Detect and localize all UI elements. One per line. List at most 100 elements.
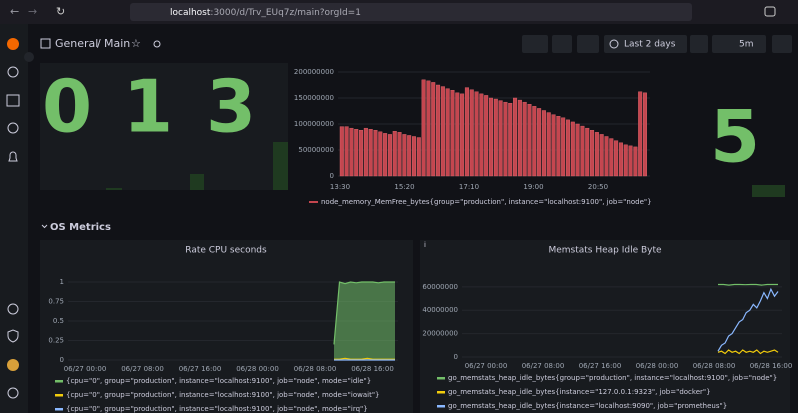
x-tick-label: 06/27 08:00 (522, 362, 565, 370)
bar (427, 81, 431, 176)
bar (436, 85, 440, 176)
grafana-logo[interactable] (7, 38, 19, 50)
y-tick-label: 0 (454, 353, 458, 361)
stat-sparkline (106, 188, 122, 190)
tv-mode-button[interactable] (772, 35, 792, 53)
series-area (334, 282, 395, 360)
x-tick-label: 15:20 (394, 183, 414, 191)
bar (566, 120, 570, 176)
bar (398, 132, 402, 176)
y-tick-label: 20000000 (422, 330, 458, 338)
bar (374, 130, 378, 176)
y-tick-label: 0.25 (48, 337, 64, 345)
bar (422, 80, 426, 176)
bar (643, 93, 647, 176)
star-button[interactable]: ☆ (131, 37, 141, 50)
bar (513, 98, 517, 176)
legend-entry: {cpu="0", group="production", instance="… (66, 391, 380, 399)
bar (407, 135, 411, 176)
bar (499, 101, 503, 176)
x-tick-label: 17:10 (459, 183, 479, 191)
y-tick-label: 150000000 (294, 94, 334, 102)
user-avatar[interactable] (7, 359, 19, 371)
breadcrumb-separator: / (97, 37, 101, 50)
bar (446, 89, 450, 176)
bar (451, 90, 455, 176)
bar (369, 129, 373, 176)
bar (480, 94, 484, 176)
stat-sparkline (273, 142, 288, 190)
bar (354, 129, 358, 176)
legend-marker (309, 201, 318, 203)
bar (340, 127, 344, 176)
x-tick-label: 13:30 (330, 183, 350, 191)
bar (561, 118, 565, 176)
stat-value: 5 (710, 95, 760, 179)
share-button[interactable] (154, 41, 160, 47)
x-tick-label: 06/27 00:00 (465, 362, 508, 370)
bar (533, 106, 537, 176)
bar (441, 87, 445, 176)
bar (605, 136, 609, 176)
x-tick-label: 06/28 00:00 (236, 365, 279, 373)
bar (350, 128, 354, 176)
bar (431, 82, 435, 176)
x-tick-label: 20:50 (588, 183, 608, 191)
bar (456, 93, 460, 176)
bar (552, 115, 556, 176)
panel-info-icon[interactable]: i (424, 241, 426, 249)
y-tick-label: 60000000 (422, 283, 458, 291)
save-button[interactable] (552, 35, 572, 53)
panel-title: Memstats Heap Idle Byte (548, 246, 662, 256)
dashboard-icon (41, 39, 50, 48)
bar (571, 122, 575, 176)
bar (403, 134, 407, 176)
bar (619, 143, 623, 176)
add-panel-button[interactable] (522, 35, 548, 53)
folder-link[interactable]: General (55, 37, 98, 50)
x-tick-label: 06/27 16:00 (179, 365, 222, 373)
legend-entry: go_memstats_heap_idle_bytes{instance="12… (448, 388, 711, 396)
y-tick-label: 0.5 (53, 317, 64, 325)
legend-entry: node_memory_MemFree_bytes{group="product… (321, 198, 652, 206)
legend-entry: {cpu="0", group="production", instance="… (66, 405, 368, 413)
bar (475, 92, 479, 176)
zoom-out-button[interactable] (690, 35, 708, 53)
bar (576, 124, 580, 176)
bar (537, 108, 541, 176)
legend-marker (55, 408, 63, 411)
bar (359, 130, 363, 176)
legend-marker (437, 391, 445, 394)
dashboard-title[interactable]: Main (104, 37, 130, 50)
bar (600, 134, 604, 176)
bar (634, 147, 638, 176)
stat-value: 3 (206, 65, 256, 149)
row-title[interactable]: OS Metrics (50, 222, 111, 233)
back-button[interactable]: ← (10, 5, 19, 18)
bar (614, 141, 618, 176)
bar (610, 139, 614, 176)
url-rest: :3000/d/Trv_EUq7z/main?orgId=1 (210, 8, 361, 18)
bar (379, 132, 383, 176)
settings-button[interactable] (577, 35, 599, 53)
y-tick-label: 0 (60, 356, 64, 364)
forward-button[interactable]: → (28, 5, 37, 18)
panel-title: Rate CPU seconds (185, 246, 267, 256)
x-tick-label: 06/28 08:00 (294, 365, 337, 373)
bar (638, 92, 642, 176)
legend-marker (55, 380, 63, 383)
bar (345, 127, 349, 176)
row-chevron[interactable] (42, 225, 47, 228)
y-tick-label: 0.75 (48, 298, 64, 306)
bar (523, 102, 527, 176)
stat-sparkline (752, 185, 785, 197)
series-line (718, 285, 778, 286)
y-tick-label: 100000000 (294, 120, 334, 128)
bar (542, 110, 546, 176)
reload-button[interactable]: ↻ (56, 5, 65, 18)
bar (508, 103, 512, 176)
bar (465, 88, 469, 176)
sidebar-toggle[interactable] (24, 52, 34, 62)
x-tick-label: 06/28 08:00 (693, 362, 736, 370)
